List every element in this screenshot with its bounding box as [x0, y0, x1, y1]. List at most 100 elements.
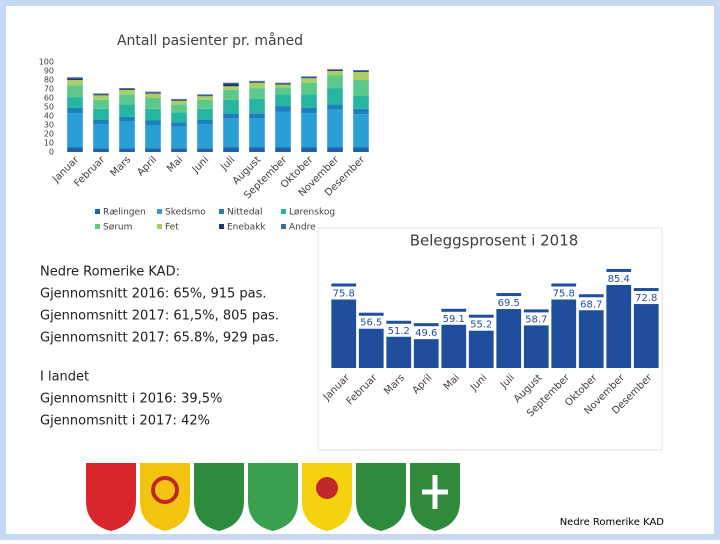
bar-segment	[145, 148, 161, 152]
note-line: I landet	[40, 370, 89, 385]
bar-segment	[145, 98, 161, 109]
bar-segment	[171, 104, 187, 113]
bar-segment	[93, 95, 109, 100]
y-tick-label: 10	[44, 139, 54, 148]
bar-segment	[223, 83, 239, 87]
y-tick-label: 0	[49, 148, 54, 157]
value-label: 51.2	[388, 326, 410, 337]
bar-segment	[93, 108, 109, 120]
value-label: 68.7	[580, 299, 602, 310]
bar-segment	[145, 93, 161, 98]
bar-segment	[197, 99, 213, 109]
bar-segment	[223, 99, 239, 114]
bar-segment	[67, 113, 83, 148]
bar-segment	[327, 109, 343, 148]
bar-segment	[301, 77, 317, 79]
bar-segment	[197, 94, 213, 96]
value-label-box	[358, 315, 385, 329]
bar-segment	[223, 89, 239, 100]
bar-segment	[249, 98, 265, 114]
bar-segment	[119, 88, 135, 89]
bar-segment	[119, 94, 135, 105]
bar-segment	[353, 80, 369, 96]
value-label-box	[523, 312, 550, 326]
value-label: 69.5	[498, 298, 520, 309]
bar-segment	[93, 119, 109, 125]
value-label: 85.4	[608, 274, 630, 285]
value-label-box	[550, 286, 577, 300]
bar-segment	[145, 125, 161, 149]
bar-segment	[119, 121, 135, 149]
legend-marker	[281, 209, 286, 214]
bar-segment	[197, 96, 213, 100]
note-line: Gjennomsnitt 2017: 61,5%, 805 pas.	[40, 309, 279, 324]
bar-segment	[301, 94, 317, 108]
value-label: 49.6	[415, 328, 437, 339]
legend-marker	[95, 209, 100, 214]
y-tick-label: 100	[39, 58, 54, 67]
chart-title: Antall pasienter pr. måned	[117, 32, 303, 49]
bar-segment	[67, 80, 83, 86]
bar-segment	[327, 88, 343, 105]
bar-segment	[249, 113, 265, 119]
y-tick-label: 80	[44, 76, 54, 85]
bar-segment	[223, 82, 239, 84]
bar-segment	[197, 148, 213, 152]
legend-label: Sørum	[103, 223, 132, 233]
bar-segment	[145, 120, 161, 125]
bar-segment	[353, 71, 369, 72]
bar-segment	[171, 98, 187, 100]
bar-segment	[223, 113, 239, 119]
bar-segment	[327, 75, 343, 89]
legend-label: Lørenskog	[289, 208, 335, 218]
bar-segment	[93, 148, 109, 152]
bar-segment	[249, 82, 265, 89]
legend-label: Nittedal	[227, 208, 263, 218]
bar-segment	[249, 88, 265, 99]
bar-segment	[171, 100, 187, 105]
bar-segment	[145, 108, 161, 121]
bar-segment	[119, 148, 135, 152]
bar-segment	[171, 148, 187, 152]
bar-segment	[301, 147, 317, 152]
legend-marker	[219, 209, 224, 214]
bar-segment	[275, 82, 291, 84]
bar-segment	[353, 71, 369, 80]
bar-segment	[327, 71, 343, 76]
value-label: 75.8	[553, 289, 575, 300]
bar-segment	[223, 118, 239, 148]
bar-segment	[171, 99, 187, 101]
bar-segment	[353, 70, 369, 71]
note-line: Nedre Romerike KAD:	[40, 265, 180, 280]
bar-segment	[119, 89, 135, 95]
bar-segment	[275, 106, 291, 112]
bar-segment	[327, 104, 343, 110]
bar-segment	[197, 124, 213, 149]
value-label-box	[578, 297, 605, 311]
legend-marker	[157, 224, 162, 229]
bar-segment	[145, 91, 161, 93]
note-line: Gjennomsnitt i 2016: 39,5%	[40, 392, 222, 407]
bar-segment	[171, 122, 187, 127]
bar-segment	[223, 147, 239, 152]
value-label: 55.2	[470, 320, 492, 331]
bar-segment	[67, 85, 83, 98]
y-tick-label: 70	[44, 85, 54, 94]
bar-segment	[275, 87, 291, 95]
bar-segment	[119, 89, 135, 90]
note-line: Gjennomsnitt 2017: 65.8%, 929 pas.	[40, 331, 279, 346]
legend-marker	[157, 209, 162, 214]
bar-segment	[93, 99, 109, 109]
bar-segment	[67, 77, 83, 79]
value-label-box	[633, 291, 660, 305]
legend-marker	[95, 224, 100, 229]
legend-marker	[219, 224, 224, 229]
value-label: 56.5	[360, 318, 382, 329]
y-tick-label: 90	[44, 67, 54, 76]
legend-label: Enebakk	[227, 223, 266, 233]
bar-segment	[171, 112, 187, 123]
bar-segment	[197, 119, 213, 125]
bar-segment	[67, 147, 83, 152]
value-label: 72.8	[635, 293, 657, 304]
value-label-box	[413, 326, 440, 340]
